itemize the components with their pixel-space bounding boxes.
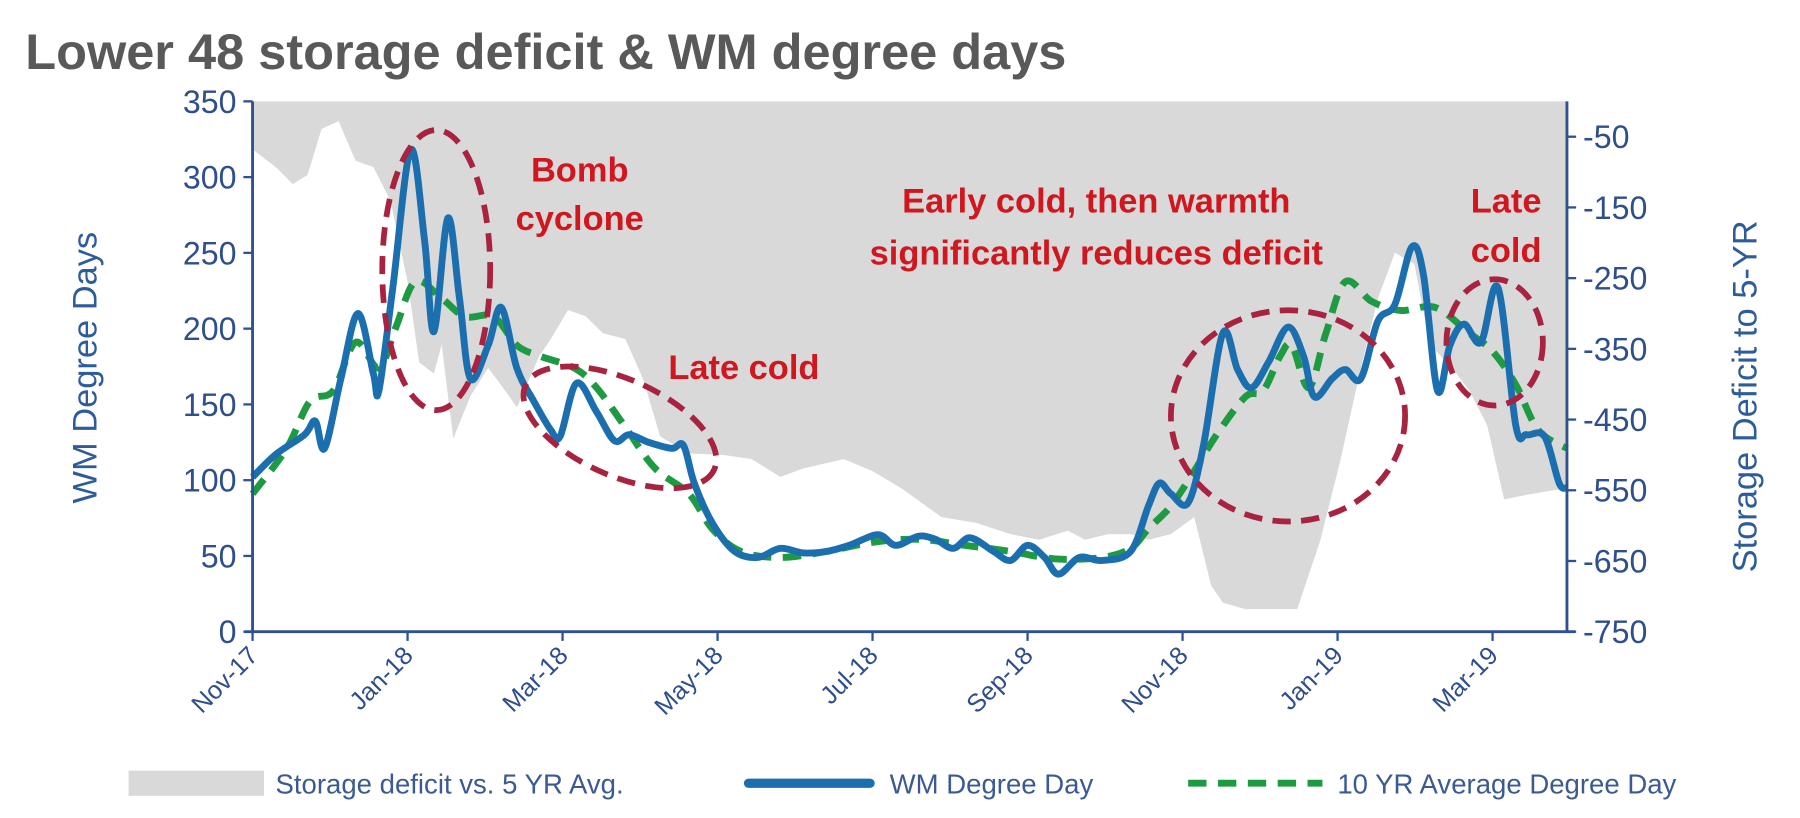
x-tick-label: May-18 xyxy=(649,641,728,720)
x-tick-label: Jul-18 xyxy=(815,641,883,709)
x-tick-label: Nov-17 xyxy=(186,641,263,718)
annotation-early-cold-line2: significantly reduces deficit xyxy=(870,234,1324,272)
annotation-ellipses xyxy=(379,127,1546,525)
storage-deficit-area xyxy=(252,101,1567,610)
y2-tick-label: -150 xyxy=(1583,190,1647,226)
y2-tick-label: -450 xyxy=(1583,402,1647,438)
y2-tick-label: -350 xyxy=(1583,331,1647,367)
y2-tick-label: -550 xyxy=(1583,473,1647,509)
wm-degree-day-line xyxy=(250,146,1569,578)
late-cold-2019-ellipse xyxy=(1443,276,1546,409)
y2-tick-label: -50 xyxy=(1583,119,1629,155)
annotation-bomb-line1: Bomb xyxy=(531,152,629,190)
y-tick-label: 100 xyxy=(183,463,237,499)
late-cold-2018-ellipse xyxy=(520,363,720,492)
plot-area: 0 50 100 150 200 250 300 350 -750 -650 -550 -450 -35… xyxy=(183,84,1647,721)
y2-tick-label: -250 xyxy=(1583,261,1647,297)
annotation-early-cold-line1: Early cold, then warmth xyxy=(902,183,1290,221)
x-tick-label: Nov-18 xyxy=(1116,641,1193,718)
legend-swatch-storage-deficit xyxy=(128,770,265,796)
annotation-bomb-line2: cyclone xyxy=(516,200,644,238)
y-tick-label: 350 xyxy=(183,84,237,120)
x-tick-label: Jan-19 xyxy=(1274,641,1348,715)
annotation-late-cold-2019-line2: cold xyxy=(1471,232,1542,270)
legend: Storage deficit vs. 5 YR Avg. WM Degree … xyxy=(128,769,1677,800)
y-tick-label: 150 xyxy=(183,387,237,423)
annotation-late-cold-2018: Late cold xyxy=(668,349,819,387)
y2-tick-label: -750 xyxy=(1583,614,1647,650)
x-tick-label: Sep-18 xyxy=(961,641,1038,718)
chart-title: Lower 48 storage deficit & WM degree day… xyxy=(25,23,1066,80)
y-tick-label: 200 xyxy=(183,311,237,347)
legend-label-storage-deficit: Storage deficit vs. 5 YR Avg. xyxy=(276,769,624,800)
bomb-cyclone-ellipse xyxy=(379,127,494,414)
x-tick-label: Jan-18 xyxy=(344,641,418,715)
annotation-late-cold-2019-line1: Late xyxy=(1471,183,1542,221)
x-tick-label: Mar-18 xyxy=(497,641,573,717)
y-tick-label: 50 xyxy=(201,538,237,574)
legend-label-10yr-average: 10 YR Average Degree Day xyxy=(1337,769,1676,800)
early-cold-ellipse xyxy=(1168,307,1408,525)
y-tick-label: 0 xyxy=(219,614,237,650)
y2-tick-label: -650 xyxy=(1583,543,1647,579)
x-tick-label: Mar-19 xyxy=(1427,641,1503,717)
y2-axis-title: Storage Deficit to 5-YR xyxy=(1726,220,1764,572)
y-tick-label: 250 xyxy=(183,235,237,271)
legend-label-wm-degree-day: WM Degree Day xyxy=(890,769,1094,800)
y-axis-title: WM Degree Days xyxy=(66,232,104,504)
y-tick-label: 300 xyxy=(183,160,237,196)
